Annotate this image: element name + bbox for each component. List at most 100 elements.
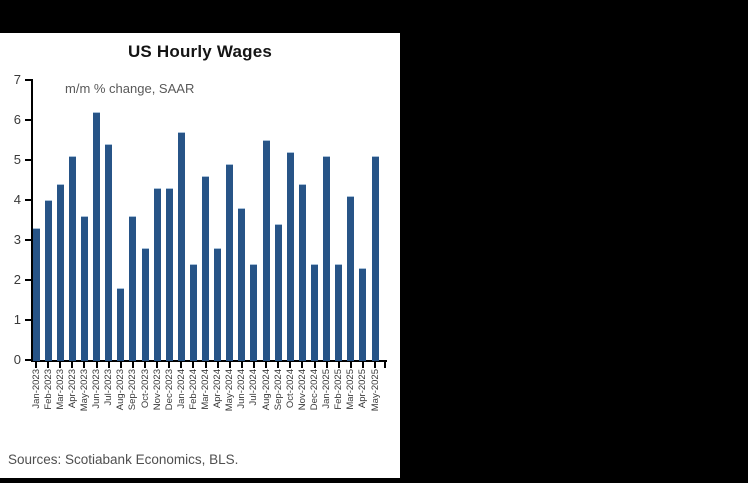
- x-tick-label: Aug-2024: [260, 369, 272, 411]
- y-tick: [25, 279, 32, 281]
- x-tick-label: Jul-2024: [248, 369, 260, 406]
- x-tick: [144, 362, 146, 368]
- bar: [274, 224, 282, 361]
- x-tick: [71, 362, 74, 368]
- source-note: Sources: Scotiabank Economics, BLS.: [8, 452, 239, 467]
- bar: [141, 248, 149, 361]
- x-tick: [384, 362, 386, 368]
- x-tick-label: Apr-2025: [357, 369, 369, 409]
- bar: [226, 164, 234, 361]
- bar: [56, 184, 64, 361]
- bar: [68, 156, 76, 361]
- x-tick: [119, 362, 122, 368]
- x-tick: [83, 362, 86, 368]
- bar: [286, 152, 294, 361]
- bar: [44, 200, 52, 361]
- y-tick: [25, 199, 32, 201]
- x-tick-label: Aug-2023: [115, 369, 127, 411]
- x-tick: [59, 362, 62, 368]
- chart-title: US Hourly Wages: [127, 42, 273, 61]
- bar: [238, 208, 246, 361]
- y-tick: [25, 79, 32, 81]
- x-tick-label: Nov-2024: [296, 369, 308, 411]
- x-tick: [361, 362, 364, 368]
- bar: [165, 188, 173, 361]
- bar: [262, 140, 270, 361]
- x-tick-label: Feb-2024: [187, 369, 199, 410]
- x-tick-label: Sep-2024: [272, 369, 284, 411]
- x-tick-label: Mar-2023: [54, 369, 66, 410]
- bar: [32, 228, 40, 361]
- x-tick-label: Jul-2023: [103, 369, 115, 406]
- letterbox-right: [400, 0, 748, 483]
- x-tick: [240, 362, 243, 368]
- y-tick-label: 2: [13, 272, 21, 287]
- x-tick-label: Jan-2024: [175, 369, 187, 409]
- x-tick-label: May-2023: [78, 369, 90, 412]
- x-tick: [47, 362, 50, 368]
- bar: [117, 288, 125, 361]
- x-tick-label: Jun-2024: [236, 369, 248, 409]
- bar: [323, 156, 331, 361]
- x-tick-label: Mar-2025: [345, 369, 357, 410]
- y-tick-label: 6: [13, 112, 21, 127]
- y-tick-label: 1: [13, 312, 21, 327]
- x-tick: [325, 362, 328, 368]
- x-tick: [313, 362, 316, 368]
- bar: [250, 264, 258, 361]
- x-tick: [228, 362, 231, 368]
- y-tick-label: 5: [13, 152, 21, 167]
- y-tick: [25, 319, 32, 321]
- x-tick-label: Dec-2024: [309, 369, 320, 411]
- bar: [80, 216, 88, 361]
- x-tick-label: Jan-2023: [30, 369, 42, 409]
- x-tick-label: Sep-2023: [127, 369, 139, 411]
- x-tick-label: May-2025: [369, 369, 381, 412]
- y-tick-label: 0: [13, 352, 21, 367]
- bar: [177, 132, 185, 361]
- x-tick: [374, 362, 376, 368]
- x-tick-label: Nov-2023: [151, 369, 163, 411]
- bar: [214, 248, 222, 361]
- bar: [202, 176, 209, 361]
- x-tick: [95, 362, 98, 368]
- x-tick: [216, 362, 219, 368]
- y-tick: [25, 159, 32, 161]
- x-tick-label: Jun-2023: [91, 369, 102, 409]
- x-tick-label: Feb-2025: [333, 369, 345, 410]
- x-tick-label: Oct-2023: [139, 369, 151, 409]
- bar: [189, 264, 197, 361]
- x-tick-label: May-2024: [224, 369, 236, 412]
- x-tick: [289, 362, 292, 368]
- y-tick-label: 7: [13, 72, 21, 87]
- x-axis-line: [31, 360, 387, 362]
- chart-subtitle: m/m % change, SAAR: [65, 81, 195, 96]
- bar: [153, 188, 161, 361]
- x-tick: [265, 362, 267, 368]
- y-tick: [25, 119, 32, 121]
- y-tick: [25, 359, 32, 361]
- y-tick-label: 4: [13, 192, 21, 207]
- bar: [298, 184, 306, 361]
- wages-chart: US Hourly Wages m/m % change, SAAR Sourc…: [0, 33, 400, 478]
- y-axis-line: [31, 79, 33, 362]
- bar: [371, 156, 379, 361]
- x-tick: [180, 362, 183, 368]
- bar: [93, 112, 100, 361]
- x-tick: [337, 362, 340, 368]
- letterbox-bottom: [0, 478, 400, 483]
- x-tick: [277, 362, 280, 368]
- x-tick-label: Oct-2024: [284, 369, 296, 409]
- x-tick: [131, 362, 134, 368]
- x-tick-label: Jan-2025: [321, 369, 333, 409]
- x-tick: [156, 362, 159, 368]
- x-tick: [301, 362, 304, 368]
- x-tick-label: Feb-2023: [42, 369, 54, 410]
- x-tick: [349, 362, 352, 368]
- x-tick-label: Apr-2023: [66, 369, 78, 409]
- x-tick: [107, 362, 110, 368]
- bar: [335, 264, 343, 361]
- x-tick: [168, 362, 171, 368]
- x-tick: [204, 362, 207, 368]
